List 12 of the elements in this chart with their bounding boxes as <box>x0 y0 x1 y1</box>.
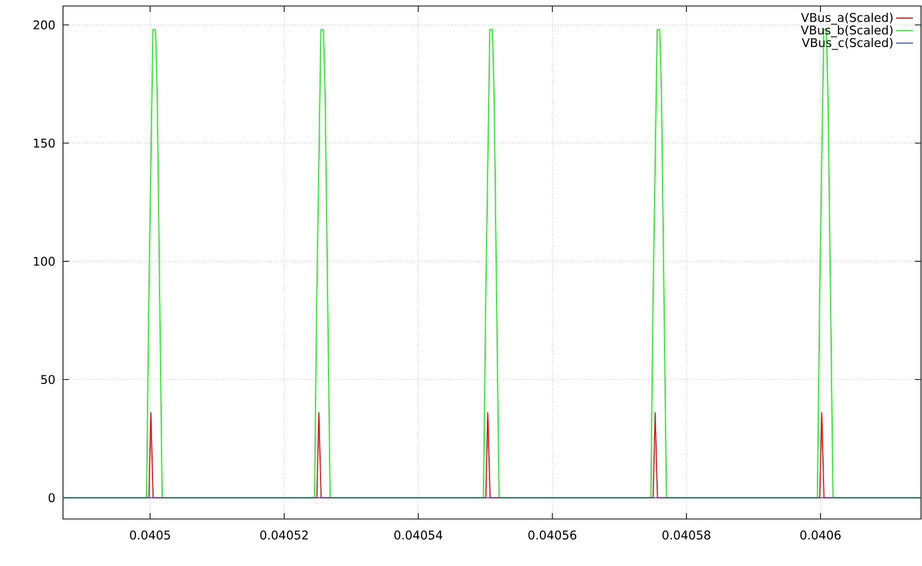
x-tick-label: 0.04058 <box>662 530 710 540</box>
x-tick-label: 0.04052 <box>260 530 308 540</box>
x-tick-label: 0.0405 <box>130 530 170 540</box>
y-tick-label: 150 <box>34 138 55 148</box>
x-tick-label: 0.0406 <box>800 530 841 540</box>
x-tick-label: 0.04054 <box>394 530 442 540</box>
y-tick-label: 50 <box>41 374 55 384</box>
y-tick-label: 100 <box>34 256 55 266</box>
legend-label: VBus_a(Scaled) <box>801 12 893 25</box>
x-tick-label: 0.04056 <box>528 530 576 540</box>
y-tick-label: 0 <box>48 493 55 502</box>
y-tick-label: 200 <box>34 20 55 30</box>
